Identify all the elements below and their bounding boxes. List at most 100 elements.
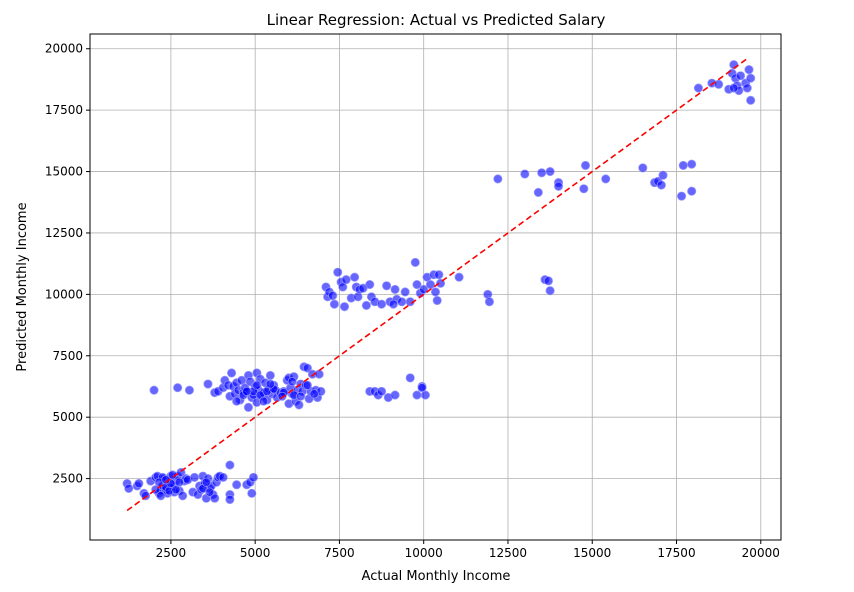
data-point bbox=[328, 291, 338, 301]
data-point bbox=[744, 65, 754, 75]
data-point bbox=[247, 488, 257, 498]
x-tick-label: 12500 bbox=[489, 546, 527, 560]
data-point bbox=[714, 79, 724, 89]
data-point bbox=[687, 186, 697, 196]
data-point bbox=[248, 472, 259, 482]
data-point bbox=[178, 491, 188, 501]
data-point bbox=[390, 284, 400, 295]
data-point bbox=[329, 299, 339, 309]
y-axis-ticks: 2500 5000 7500 10000 12500 15000 17500 20000 bbox=[45, 42, 90, 486]
data-point bbox=[405, 373, 415, 383]
y-tick-label: 7500 bbox=[52, 349, 83, 363]
data-point bbox=[377, 299, 387, 309]
data-point bbox=[425, 279, 435, 290]
data-point bbox=[358, 283, 368, 293]
data-point bbox=[243, 402, 253, 412]
data-point bbox=[736, 71, 746, 81]
data-point bbox=[232, 396, 242, 406]
data-point bbox=[201, 477, 211, 487]
data-point bbox=[658, 170, 668, 180]
data-point bbox=[400, 287, 410, 297]
y-tick-label: 5000 bbox=[52, 410, 83, 424]
data-point bbox=[533, 187, 543, 197]
data-point bbox=[656, 180, 666, 190]
data-point bbox=[390, 390, 400, 400]
data-point bbox=[339, 302, 350, 312]
data-point bbox=[294, 400, 304, 410]
data-point bbox=[579, 184, 589, 194]
x-axis-label: Actual Monthly Income bbox=[362, 569, 511, 584]
data-point bbox=[173, 383, 183, 393]
data-point bbox=[232, 480, 242, 490]
reference-line bbox=[126, 57, 748, 512]
data-point bbox=[397, 297, 407, 307]
y-axis-label: Predicted Monthly Income bbox=[15, 202, 30, 371]
x-axis-ticks: 2500 5000 7500 10000 12500 15000 17500 20000 bbox=[156, 540, 780, 560]
data-point bbox=[388, 299, 398, 309]
data-point bbox=[184, 385, 194, 395]
data-point bbox=[742, 83, 752, 93]
chart-title: Linear Regression: Actual vs Predicted S… bbox=[267, 11, 606, 29]
data-point bbox=[134, 478, 144, 489]
y-tick-label: 2500 bbox=[52, 472, 83, 486]
x-tick-label: 17500 bbox=[657, 546, 695, 560]
x-tick-label: 7500 bbox=[324, 546, 355, 560]
data-point bbox=[302, 380, 312, 390]
data-point bbox=[678, 160, 688, 170]
data-point bbox=[483, 289, 493, 299]
data-point bbox=[203, 379, 213, 389]
data-point bbox=[227, 368, 237, 378]
data-point bbox=[149, 385, 159, 395]
data-point bbox=[543, 276, 553, 286]
data-point bbox=[454, 272, 464, 282]
data-point bbox=[205, 487, 215, 497]
data-point bbox=[746, 95, 756, 105]
data-point bbox=[189, 472, 200, 482]
data-point bbox=[677, 191, 687, 201]
data-point bbox=[412, 279, 422, 290]
data-point bbox=[746, 73, 756, 83]
data-point bbox=[265, 379, 275, 389]
data-point bbox=[687, 159, 697, 169]
data-point bbox=[729, 83, 739, 93]
y-tick-label: 12500 bbox=[45, 226, 83, 240]
data-point bbox=[296, 391, 306, 401]
data-point bbox=[338, 282, 348, 292]
data-point bbox=[545, 167, 555, 177]
data-point bbox=[520, 169, 530, 179]
data-point bbox=[259, 396, 269, 406]
data-point bbox=[410, 257, 420, 267]
y-tick-label: 20000 bbox=[45, 42, 83, 56]
y-tick-label: 15000 bbox=[45, 165, 83, 179]
data-point bbox=[638, 163, 648, 173]
data-point bbox=[420, 390, 430, 400]
data-point bbox=[314, 369, 324, 379]
data-point bbox=[412, 390, 422, 400]
x-tick-label: 20000 bbox=[742, 546, 780, 560]
data-point bbox=[333, 267, 343, 277]
data-point bbox=[174, 477, 184, 487]
data-point bbox=[493, 174, 503, 184]
y-tick-label: 17500 bbox=[45, 103, 83, 117]
data-point bbox=[124, 483, 134, 493]
data-point bbox=[601, 174, 611, 184]
data-point bbox=[309, 389, 319, 399]
data-point bbox=[353, 292, 363, 302]
data-point bbox=[350, 272, 360, 282]
data-point bbox=[553, 181, 564, 191]
data-point bbox=[252, 380, 262, 390]
y-tick-label: 10000 bbox=[45, 287, 83, 301]
data-point bbox=[156, 491, 166, 501]
data-point bbox=[361, 300, 371, 310]
data-point bbox=[430, 287, 441, 297]
data-point bbox=[242, 386, 252, 396]
data-point bbox=[382, 281, 392, 291]
data-point bbox=[580, 160, 591, 170]
data-point bbox=[341, 275, 351, 285]
plot-frame bbox=[89, 33, 782, 541]
data-point bbox=[484, 297, 494, 307]
data-point bbox=[225, 494, 235, 505]
data-point bbox=[432, 295, 442, 306]
